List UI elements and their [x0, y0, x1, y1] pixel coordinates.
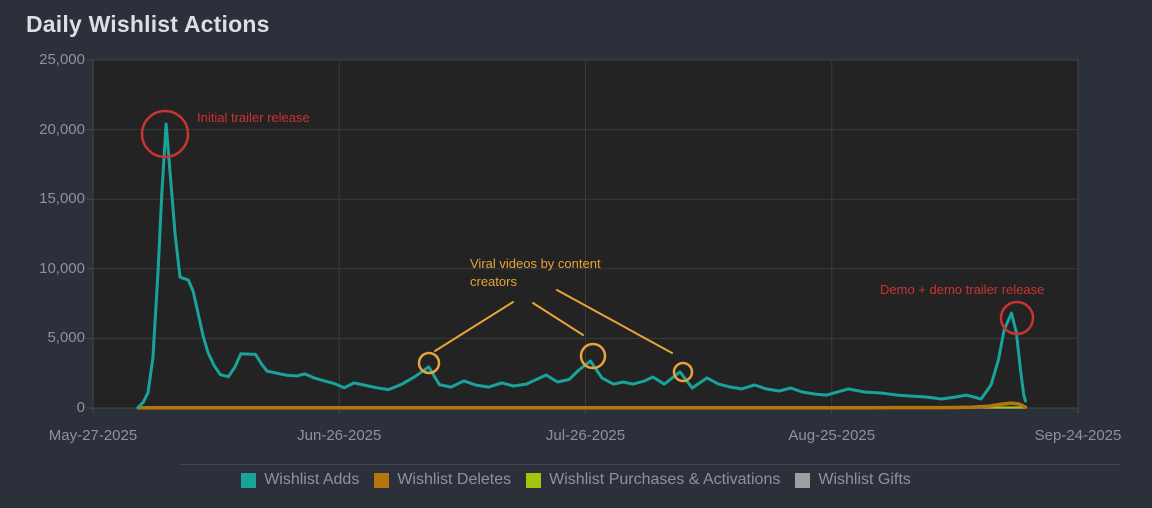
y-axis-label: 15,000 [39, 190, 85, 208]
annotation-initial-trailer-release: Initial trailer release [197, 110, 310, 125]
y-axis-label: 25,000 [39, 51, 85, 68]
y-axis-label: 20,000 [39, 120, 85, 138]
y-axis-label: 10,000 [39, 259, 85, 277]
legend-label: Wishlist Deletes [397, 471, 512, 488]
legend-label: Wishlist Adds [264, 471, 360, 488]
x-axis-label: Sep-24-2025 [1034, 427, 1122, 444]
annotation-line-viral-videos [556, 289, 673, 354]
legend-divider [180, 464, 1121, 465]
y-axis-label: 5,000 [47, 329, 85, 347]
legend-swatch-icon [795, 472, 811, 488]
legend-label: Wishlist Purchases & Activations [549, 471, 781, 488]
legend-swatch-icon [526, 472, 542, 488]
legend-item-wishlist-purchases-activations[interactable]: Wishlist Purchases & Activations [526, 471, 780, 489]
annotation-line-viral-videos [434, 301, 514, 352]
annotation-viral-videos: Viral videos by content creators [470, 256, 601, 289]
annotation-circle-viral-videos [579, 342, 607, 370]
annotation-circle-viral-videos [672, 361, 694, 383]
daily-wishlist-chart-canvas[interactable] [0, 0, 1152, 462]
x-axis-label: Aug-25-2025 [788, 427, 876, 444]
legend-item-wishlist-adds[interactable]: Wishlist Adds [241, 471, 359, 489]
y-axis-label: 0 [76, 399, 85, 416]
legend-label: Wishlist Gifts [818, 471, 911, 488]
page-title: Daily Wishlist Actions [26, 11, 270, 37]
annotation-circle-initial-trailer-release [140, 109, 190, 159]
annotation-circle-demo-release [999, 300, 1035, 336]
chart-legend: Wishlist Adds Wishlist Deletes Wishlist Pu… [0, 471, 1152, 489]
legend-swatch-icon [374, 472, 390, 488]
series-line-wishlist-adds[interactable] [136, 122, 1027, 409]
x-axis-label: Jun-26-2025 [297, 427, 382, 444]
series-line-wishlist-deletes[interactable] [136, 401, 1028, 410]
annotation-line-viral-videos [532, 302, 584, 336]
legend-swatch-icon [241, 472, 257, 488]
x-axis-label: Jul-26-2025 [545, 427, 626, 444]
annotation-demo-release: Demo + demo trailer release [880, 282, 1045, 297]
legend-item-wishlist-gifts[interactable]: Wishlist Gifts [795, 471, 911, 489]
x-axis-label: May-27-2025 [48, 427, 138, 444]
legend-item-wishlist-deletes[interactable]: Wishlist Deletes [374, 471, 511, 489]
annotation-circle-viral-videos [417, 351, 441, 375]
